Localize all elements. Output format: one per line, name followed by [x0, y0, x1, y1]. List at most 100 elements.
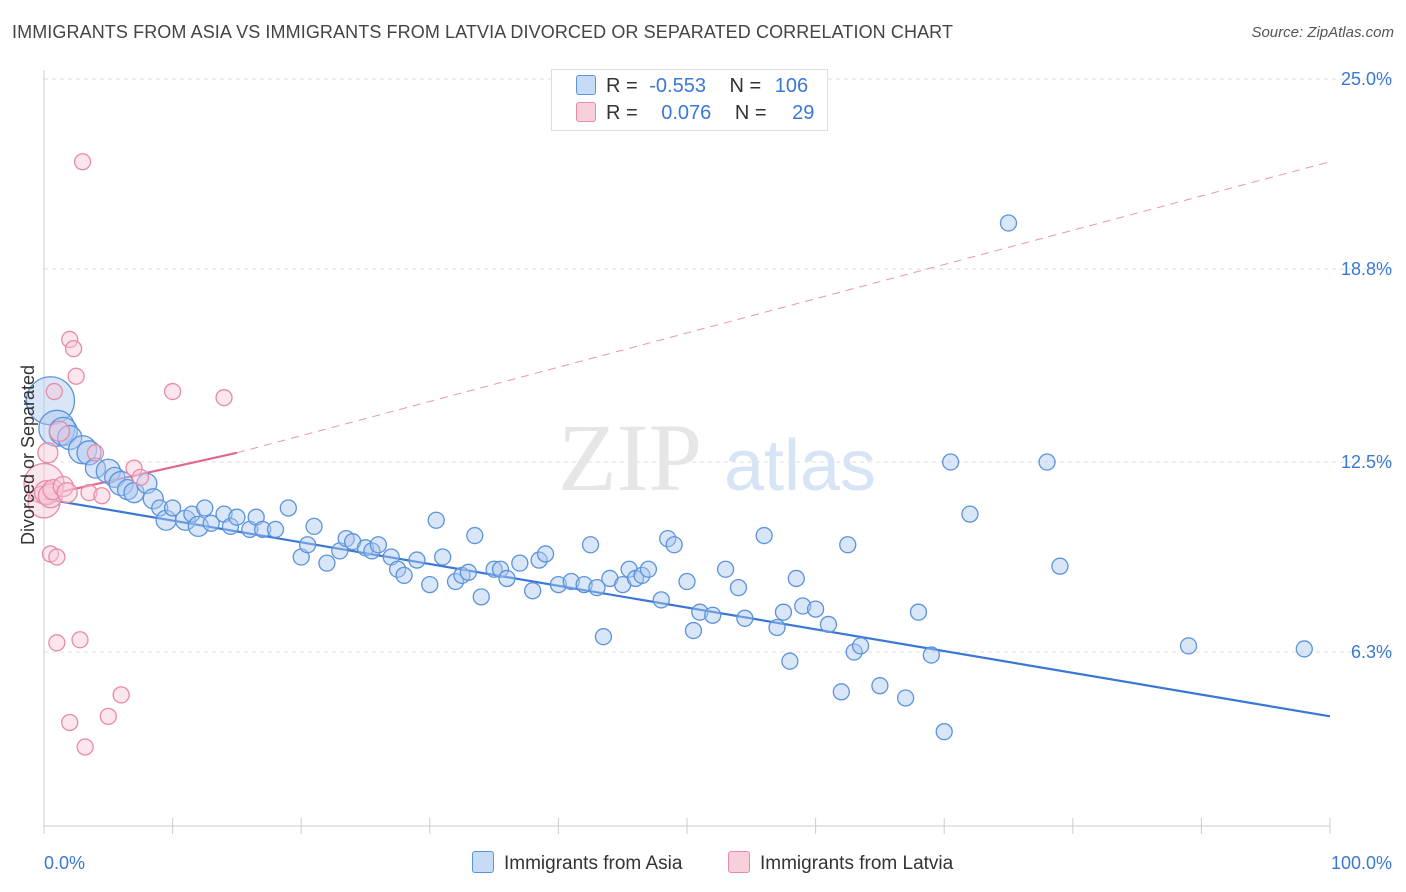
- asia-point: [202, 514, 220, 532]
- latvia-point: [48, 548, 66, 566]
- latvia-point: [76, 738, 94, 756]
- asia-point: [691, 603, 709, 621]
- latvia-point: [48, 634, 66, 652]
- latvia-point: [61, 330, 79, 349]
- asia-point: [57, 424, 83, 451]
- chart-title: IMMIGRANTS FROM ASIA VS IMMIGRANTS FROM …: [12, 22, 954, 42]
- watermark-atlas: atlas: [724, 426, 876, 506]
- asia-point: [163, 499, 182, 517]
- latvia-point: [37, 442, 59, 464]
- asia-point: [459, 563, 478, 581]
- asia-point: [434, 548, 452, 566]
- asia-point: [1295, 640, 1313, 658]
- asia-point: [266, 520, 285, 539]
- bottom-legend-asia: Immigrants from Asia: [472, 851, 682, 875]
- bottom-asia-label: Immigrants from Asia: [504, 853, 683, 874]
- asia-point: [446, 572, 465, 591]
- asia-point: [142, 488, 164, 510]
- latvia-point: [125, 459, 143, 477]
- asia-point: [485, 560, 503, 578]
- asia-point: [684, 621, 703, 640]
- y-tick-label: 6.3%: [1351, 642, 1392, 662]
- asia-point: [524, 582, 542, 600]
- latvia-point: [67, 367, 85, 385]
- y-tick-label: 25.0%: [1341, 69, 1392, 89]
- asia-point: [228, 508, 246, 526]
- asia-point: [84, 457, 107, 479]
- latvia-n-label: N =: [734, 102, 767, 124]
- correlation-legend: R = -0.553 N = 106 R = 0.076 N = 29: [551, 69, 828, 131]
- asia-point: [67, 435, 98, 465]
- asia-point: [491, 560, 510, 578]
- asia-point: [832, 683, 850, 701]
- asia-point: [363, 542, 381, 560]
- asia-point: [1038, 453, 1056, 471]
- asia-point: [1051, 557, 1069, 575]
- tick-labels: 6.3% 12.5% 18.8% 25.0% 0.0% 100.0%: [44, 69, 1392, 873]
- asia-point: [999, 214, 1018, 232]
- axes: [43, 70, 1331, 834]
- asia-point: [716, 560, 735, 578]
- asia-point: [530, 551, 548, 569]
- asia-point: [279, 499, 297, 517]
- latvia-point: [37, 483, 64, 509]
- asia-r-value: -0.553: [649, 75, 706, 97]
- latvia-point: [64, 339, 83, 358]
- asia-point: [633, 566, 651, 585]
- latvia-point: [80, 484, 98, 502]
- asia-point: [369, 536, 388, 554]
- watermark-zip: ZIP: [558, 404, 702, 511]
- latvia-point: [112, 686, 130, 704]
- asia-point: [466, 526, 484, 545]
- x-tick-label: 100.0%: [1331, 853, 1392, 873]
- asia-point: [421, 575, 439, 594]
- latvia-trend-extension: [236, 161, 1331, 454]
- asia-point: [253, 520, 272, 539]
- y-axis-label: Divorced or Separated: [18, 364, 38, 546]
- asia-point: [639, 560, 658, 578]
- bottom-latvia-label: Immigrants from Latvia: [760, 853, 954, 874]
- latvia-point: [163, 382, 182, 401]
- asia-point: [76, 440, 102, 466]
- latvia-point: [48, 420, 71, 443]
- asia-r-label: R =: [606, 75, 638, 97]
- latvia-n-value: 29: [792, 102, 815, 124]
- asia-point: [909, 603, 928, 621]
- asia-trend-line: [43, 497, 1331, 718]
- asia-point: [794, 597, 812, 615]
- asia-point: [755, 526, 773, 545]
- asia-point: [1179, 637, 1198, 655]
- asia-point: [941, 453, 960, 471]
- latvia-r-value: 0.076: [661, 102, 712, 124]
- latvia-point: [99, 707, 117, 725]
- asia-point: [581, 536, 600, 554]
- data-points: [23, 153, 1313, 756]
- bottom-latvia-swatch: [728, 851, 750, 873]
- asia-point: [851, 637, 870, 655]
- latvia-swatch: [576, 102, 596, 122]
- asia-point: [845, 643, 863, 661]
- asia-point: [427, 511, 445, 529]
- legend-row-asia: R = -0.553 N = 106: [576, 75, 808, 99]
- y-tick-label: 12.5%: [1341, 452, 1392, 472]
- asia-point: [511, 554, 529, 572]
- latvia-point: [93, 487, 111, 505]
- asia-point: [935, 723, 953, 741]
- asia-point: [729, 579, 748, 597]
- asia-point: [871, 677, 889, 695]
- asia-point: [781, 652, 799, 670]
- asia-point: [562, 572, 580, 591]
- asia-point: [472, 588, 490, 606]
- bottom-asia-swatch: [472, 851, 494, 873]
- asia-point: [298, 536, 317, 554]
- latvia-point: [71, 631, 89, 649]
- asia-point: [678, 572, 696, 591]
- bottom-legend-latvia: Immigrants from Latvia: [728, 851, 953, 875]
- asia-point: [736, 609, 754, 627]
- asia-point: [594, 628, 613, 646]
- asia-point: [704, 606, 722, 624]
- asia-point: [395, 566, 413, 585]
- x-tick-label: 0.0%: [44, 853, 85, 873]
- asia-point: [659, 529, 677, 548]
